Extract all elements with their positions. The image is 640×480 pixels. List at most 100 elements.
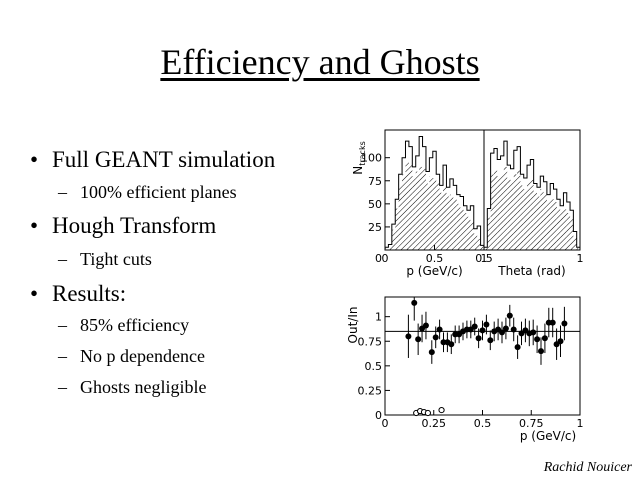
hist-bar-inner	[425, 183, 430, 250]
hist-bar-inner	[493, 170, 498, 250]
data-point	[534, 336, 541, 343]
hist-bar-inner	[473, 233, 478, 250]
data-point	[510, 326, 517, 333]
data-point	[471, 323, 478, 330]
bullet-dot-icon: •	[30, 213, 39, 238]
hist-bar-inner	[563, 209, 567, 250]
x-axis-label: Theta (rad)	[497, 264, 565, 278]
ghost-point	[424, 409, 431, 417]
hist-bar-inner	[576, 248, 580, 250]
hist-bar-inner	[456, 203, 461, 250]
hist-bar-inner	[408, 165, 413, 250]
y-tick-label: 0.5	[365, 360, 383, 373]
bullet-text: Results:	[52, 281, 127, 306]
y-tick-label: 75	[368, 175, 382, 188]
sub-item-efficiency: – 85% efficiency	[58, 314, 189, 336]
hist-bar-inner	[546, 202, 551, 250]
y-axis-label: Ntracks	[351, 141, 367, 175]
hist-bar-inner	[398, 185, 403, 250]
hist-bar-inner	[405, 162, 409, 250]
hist-bar-inner	[530, 179, 534, 250]
hist-bar-inner	[432, 178, 437, 250]
hist-bar-inner	[419, 166, 423, 250]
hist-bar-inner	[536, 196, 541, 250]
hist-bar-inner	[520, 185, 524, 250]
x-axis-label: p (GeV/c)	[406, 264, 462, 278]
x-tick-label: 1	[577, 252, 584, 265]
y-axis-label: Out/In	[346, 307, 360, 344]
hist-bar-inner	[402, 174, 406, 250]
hist-bar-inner	[388, 246, 392, 250]
sub-item-text: 100% efficient planes	[80, 182, 237, 202]
histogram-momentum: 0 0.5 1 p (GeV/c) 25 50 75 100 0 Ntracks	[351, 129, 488, 278]
x-tick-label: 1	[577, 417, 584, 430]
x-axis-label: p (GeV/c)	[520, 429, 576, 443]
sub-item-text: Tight cuts	[80, 249, 152, 269]
hist-bar-inner	[550, 198, 554, 250]
sub-item-text: Ghosts negligible	[80, 377, 207, 397]
hist-bar-inner	[487, 217, 491, 250]
hist-bar-inner	[436, 183, 440, 250]
x-tick-label: 0.5	[475, 252, 493, 265]
data-point	[432, 334, 439, 341]
data-point	[514, 344, 521, 351]
hist-bar-inner	[500, 174, 504, 250]
data-point	[411, 299, 418, 306]
hist-bar-inner	[507, 178, 511, 250]
hist-bar-inner	[453, 199, 457, 250]
hist-bar-inner	[490, 174, 494, 250]
y-tick-label: 0	[375, 409, 382, 422]
x-tick-label: 0.75	[519, 417, 544, 430]
sub-item-no-p-dependence: – No p dependence	[58, 345, 205, 367]
y-tick-label: 100	[361, 152, 382, 165]
data-point	[487, 337, 494, 344]
hist-bar-inner	[570, 218, 574, 250]
hist-bar-inner	[484, 248, 488, 250]
x-tick-label: 1	[481, 252, 488, 265]
data-point	[479, 327, 486, 334]
data-point	[561, 320, 568, 327]
data-point	[506, 312, 513, 319]
x-tick-label: 0	[382, 252, 389, 265]
data-point	[557, 338, 564, 345]
x-tick-label: 0.5	[426, 252, 444, 265]
hist-bar-inner	[463, 213, 467, 250]
hist-bar-inner	[477, 238, 481, 250]
dash-icon: –	[58, 346, 67, 366]
x-tick-label: 0.5	[474, 417, 492, 430]
data-point	[422, 322, 429, 329]
hist-bar-inner	[510, 181, 514, 250]
hist-bar-inner	[466, 216, 471, 250]
hist-bar-inner	[543, 194, 547, 250]
data-point	[428, 349, 435, 356]
hist-bar-inner	[422, 168, 426, 250]
hist-bar-inner	[566, 213, 571, 250]
data-point	[448, 341, 455, 348]
hist-bar-inner	[480, 246, 484, 250]
hist-bar-inner	[540, 189, 544, 250]
hist-bar-inner	[517, 170, 521, 250]
data-point	[499, 329, 505, 336]
hist-bar-inner	[533, 192, 537, 250]
bullet-geant: • Full GEANT simulation	[30, 146, 276, 174]
dash-icon: –	[58, 377, 67, 397]
author-credit: Rachid Nouicer	[543, 460, 632, 475]
y-tick-label: 1	[375, 311, 382, 324]
bullet-results: • Results:	[30, 280, 127, 308]
hist-bar-inner	[573, 237, 577, 250]
data-point	[483, 321, 490, 328]
bullet-text: Hough Transform	[52, 213, 217, 238]
slide-title: Efficiency and Ghosts	[160, 42, 480, 82]
bullet-text: Full GEANT simulation	[52, 147, 276, 172]
data-point	[475, 335, 482, 342]
x-tick-label: 0	[382, 417, 389, 430]
hist-bar-inner	[391, 229, 396, 250]
dash-icon: –	[58, 182, 67, 202]
y-tick-label: 0	[375, 252, 382, 265]
ghost-point	[438, 406, 445, 414]
hist-bar-inner	[429, 176, 433, 250]
data-point	[530, 329, 537, 336]
y-tick-label: 50	[368, 198, 382, 211]
